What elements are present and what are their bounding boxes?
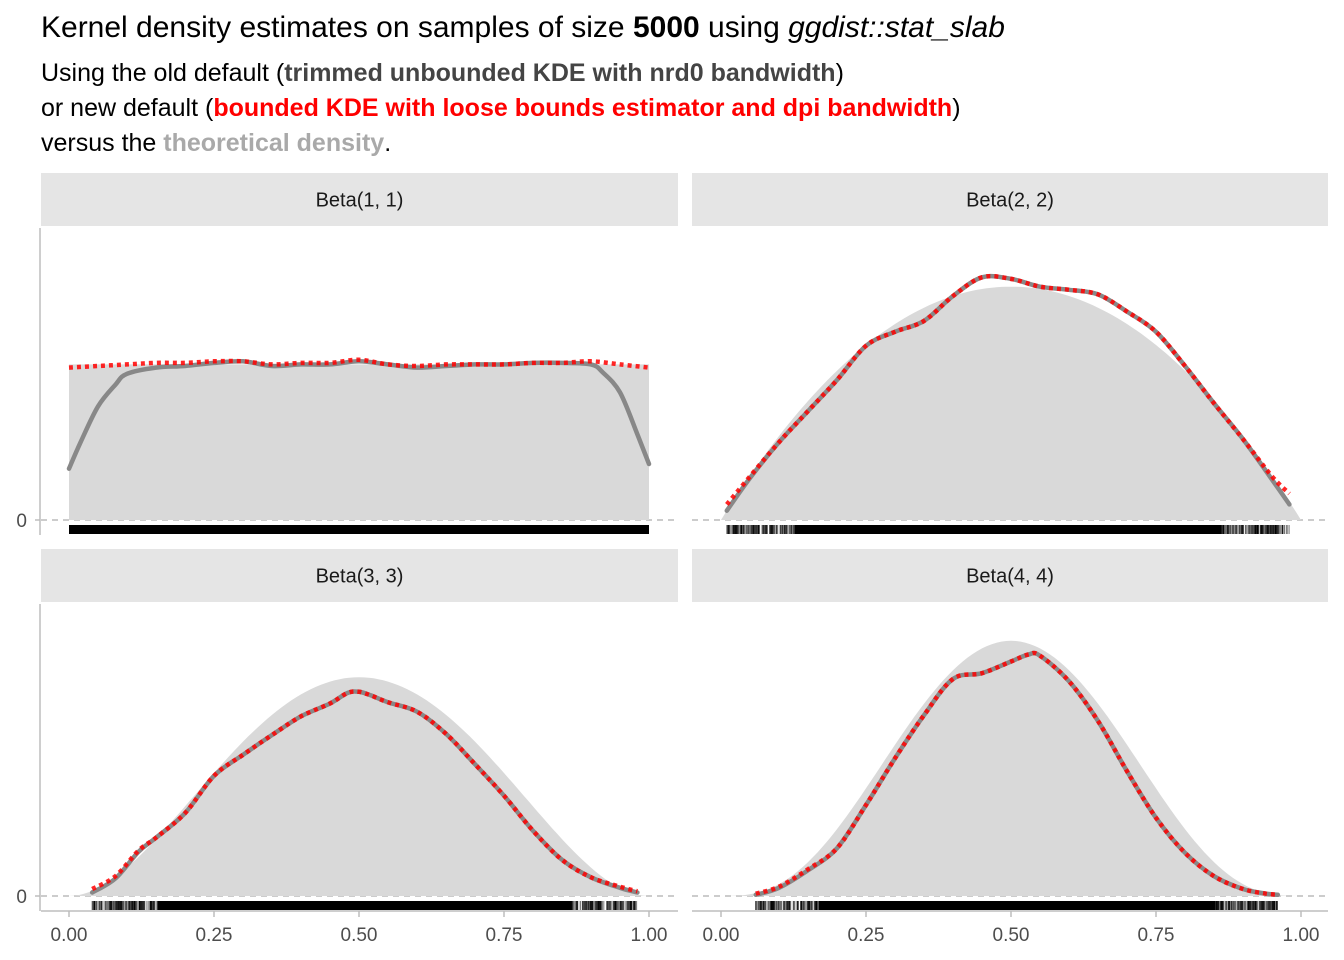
x-tick-label: 1.00 [631,925,668,946]
facet-strip-label: Beta(2, 2) [966,190,1054,212]
facet-strip-label: Beta(3, 3) [316,566,404,588]
sample-rug-core [157,901,572,910]
new-default-label: bounded KDE with loose bounds estimator … [213,94,953,122]
facet-strip-label: Beta(4, 4) [966,566,1054,588]
new-default-kde-line [725,273,1291,506]
facet-strip-label: Beta(1, 1) [316,190,404,212]
sample-rug-core [818,901,1216,910]
subtitle-text: . [384,129,392,157]
subtitle-line-theoretical: versus the theoretical density. [41,126,961,161]
facet-strip [692,549,1328,602]
subtitle-text: versus the [41,129,164,157]
new-default-kde-line [755,650,1279,898]
x-tick-label: 0.25 [196,925,233,946]
subtitle-line-new-default: or new default (bounded KDE with loose b… [41,91,961,126]
old-default-label: trimmed unbounded KDE with nrd0 bandwidt… [284,59,836,87]
x-tick-label: 0.00 [51,925,88,946]
x-tick-label: 0.00 [703,925,740,946]
facet-panel: Beta(3, 3) 0 0.00 0.25 0.50 0.75 1.00 [16,549,678,946]
title-function: ggdist::stat_slab [788,11,1005,44]
x-tick-label: 0.25 [848,925,885,946]
facet-panel: Beta(2, 2) [692,173,1328,534]
subtitle-text: or new default ( [41,94,214,122]
x-tick-label: 0.50 [341,925,378,946]
theoretical-density-area [721,640,1301,896]
sample-rug [755,901,1278,910]
sample-rug [726,525,1290,534]
theoretical-density-area [69,677,649,896]
x-tick-label: 0.75 [486,925,523,946]
y-tick-label: 0 [16,511,27,532]
subtitle-text: ) [835,59,844,87]
subtitle-text: ) [952,94,961,122]
title-mid: using [699,11,789,44]
subtitle-line-old-default: Using the old default (trimmed unbounded… [41,56,961,91]
title-prefix: Kernel density estimates on samples of s… [41,11,633,44]
sample-rug [91,901,638,910]
sample-rug-core [794,525,1222,534]
sample-rug [69,525,649,534]
x-tick-label: 0.75 [1138,925,1175,946]
y-tick-label: 0 [16,887,27,908]
theoretical-density-label: theoretical density [163,129,385,157]
title-sample-size: 5000 [632,11,700,44]
facet-panel: Beta(1, 1) 0 [16,173,678,535]
facet-strip [41,173,678,226]
x-tick-label: 1.00 [1283,925,1320,946]
theoretical-density-area [69,364,649,520]
subtitle-text: Using the old default ( [41,59,285,87]
chart-subtitle: Using the old default (trimmed unbounded… [41,56,961,161]
x-tick-label: 0.50 [993,925,1030,946]
facet-panel: Beta(4, 4) 0.00 0.25 0.50 0.75 1.00 [692,549,1328,946]
chart-title: Kernel density estimates on samples of s… [41,8,1005,48]
facet-strip [41,549,678,602]
new-default-kde-line [91,689,638,894]
new-default-kde-line [68,357,650,370]
facet-strip [692,173,1328,226]
